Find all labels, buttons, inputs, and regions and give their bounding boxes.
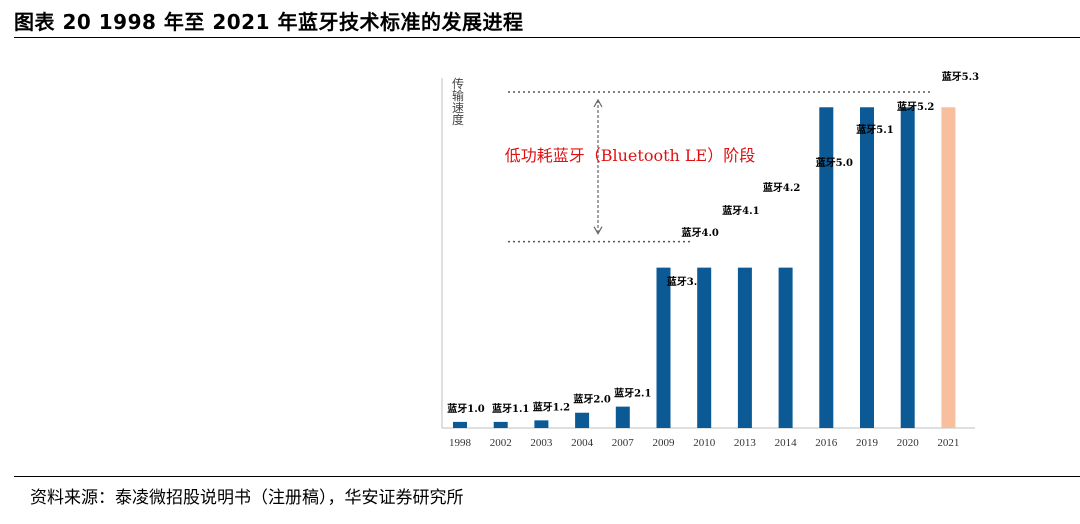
x-tick-label: 2007 (612, 437, 635, 449)
x-tick-label: 2004 (571, 437, 594, 449)
bar (778, 267, 793, 428)
x-tick-label: 2002 (490, 437, 512, 449)
bar-chart: 传输速度 1998 蓝牙1.0 2002 蓝牙1.1 2003 蓝牙1.2 2004 蓝牙2.0… (441, 70, 979, 449)
x-tick-label: 2009 (653, 437, 676, 449)
data-label: 蓝牙2.1 (614, 387, 651, 400)
bar (575, 412, 590, 428)
data-label: 蓝牙5.3 (942, 70, 979, 83)
bar (453, 421, 467, 428)
x-tick-label: 2016 (815, 437, 838, 449)
x-tick-label: 2014 (775, 437, 798, 449)
bar (737, 267, 752, 428)
data-label: 蓝牙1.1 (492, 402, 529, 415)
page-title: 图表 20 1998 年至 2021 年蓝牙技术标准的发展进程 (14, 10, 524, 34)
bar (819, 107, 834, 428)
bar (493, 421, 508, 428)
data-label: 蓝牙5.1 (856, 123, 893, 136)
annotation-label: 低功耗蓝牙（Bluetooth LE）阶段 (505, 146, 755, 165)
x-tick-label: 2020 (897, 437, 920, 449)
x-tick-label: 2003 (530, 437, 553, 449)
x-tick-label: 2019 (856, 437, 879, 449)
annotation-arrow-up-head (593, 98, 603, 108)
source-note: 资料来源：泰凌微招股说明书（注册稿），华安证券研究所 (30, 488, 464, 508)
x-tick-label: 2010 (693, 437, 716, 449)
x-tick-label: 1998 (449, 437, 472, 449)
bar (615, 406, 630, 428)
data-label: 蓝牙1.0 (447, 402, 484, 415)
x-tick-label: 2013 (734, 437, 757, 449)
data-label: 蓝牙3.0 (667, 275, 704, 288)
data-label: 蓝牙1.2 (533, 400, 570, 413)
bar (656, 267, 671, 428)
footer-divider (14, 476, 1080, 477)
bar (534, 420, 549, 428)
data-label: 蓝牙4.1 (722, 204, 759, 217)
data-label: 蓝牙5.2 (897, 100, 934, 113)
data-label: 蓝牙4.2 (763, 181, 800, 194)
bar (697, 267, 712, 428)
bar (900, 107, 915, 428)
x-tick-label: 2021 (937, 437, 959, 449)
data-label: 蓝牙4.0 (681, 226, 718, 239)
data-label: 蓝牙2.0 (573, 393, 610, 406)
title-divider (14, 37, 1080, 38)
y-axis-label: 传输速度 (452, 76, 464, 127)
data-label: 蓝牙5.0 (816, 156, 853, 169)
bar (941, 107, 956, 428)
bar (860, 107, 874, 428)
annotation-arrow-down-head (593, 226, 603, 235)
